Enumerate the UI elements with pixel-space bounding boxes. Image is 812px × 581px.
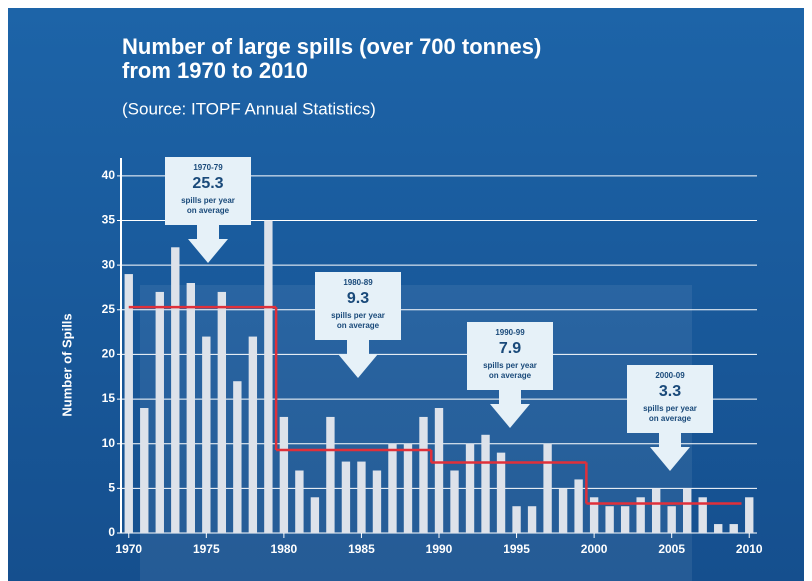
callout-arrow bbox=[338, 340, 378, 378]
bar bbox=[124, 274, 133, 533]
bar bbox=[450, 470, 459, 533]
callout-arrow bbox=[490, 390, 530, 428]
callout-text: spills per year bbox=[331, 311, 385, 320]
bar bbox=[186, 283, 195, 533]
x-tick-label: 2010 bbox=[736, 542, 763, 556]
bar bbox=[140, 408, 149, 533]
bar bbox=[543, 443, 552, 533]
y-tick-label: 20 bbox=[102, 347, 116, 361]
bar bbox=[279, 416, 289, 533]
callout-box bbox=[315, 272, 401, 340]
bar bbox=[574, 479, 583, 533]
callout-text: on average bbox=[489, 371, 532, 380]
bar bbox=[698, 497, 707, 533]
bar bbox=[558, 488, 568, 533]
callout-value: 9.3 bbox=[347, 290, 369, 307]
callout-period: 2000-09 bbox=[655, 371, 685, 380]
x-tick-label: 1970 bbox=[115, 542, 142, 556]
bar bbox=[481, 434, 490, 533]
bar bbox=[357, 461, 366, 533]
y-tick-label: 35 bbox=[102, 213, 116, 227]
chart-title: Number of large spills (over 700 tonnes) bbox=[122, 34, 541, 59]
callout-period: 1970-79 bbox=[193, 163, 223, 172]
bar bbox=[465, 443, 475, 533]
y-tick-label: 5 bbox=[108, 481, 115, 495]
callout-value: 7.9 bbox=[499, 340, 521, 357]
x-tick-label: 1975 bbox=[193, 542, 220, 556]
bar bbox=[403, 443, 413, 533]
callout-text: spills per year bbox=[181, 196, 235, 205]
chart-subtitle: (Source: ITOPF Annual Statistics) bbox=[122, 99, 376, 118]
callout-box bbox=[165, 157, 251, 225]
callout-text: on average bbox=[337, 321, 380, 330]
callout-arrow bbox=[650, 433, 690, 471]
y-tick-label: 40 bbox=[102, 168, 116, 182]
y-tick-label: 15 bbox=[102, 391, 116, 405]
bar bbox=[372, 470, 382, 533]
y-tick-label: 10 bbox=[102, 436, 116, 450]
bar bbox=[496, 452, 506, 533]
x-tick-label: 2005 bbox=[658, 542, 685, 556]
callout-text: on average bbox=[649, 414, 692, 423]
bar bbox=[434, 408, 444, 533]
x-tick-label: 2000 bbox=[581, 542, 608, 556]
bar bbox=[714, 524, 723, 533]
bar bbox=[155, 291, 164, 533]
bar bbox=[419, 416, 428, 533]
bar bbox=[589, 497, 599, 533]
x-tick-label: 1980 bbox=[271, 542, 298, 556]
callout-period: 1990-99 bbox=[495, 328, 525, 337]
bar bbox=[171, 247, 180, 534]
callout-arrow bbox=[188, 225, 228, 263]
bar bbox=[620, 506, 630, 533]
callout-box bbox=[627, 365, 713, 433]
bar bbox=[651, 488, 661, 533]
x-tick-label: 1995 bbox=[503, 542, 530, 556]
x-tick-label: 1990 bbox=[426, 542, 453, 556]
bar bbox=[326, 416, 335, 533]
y-tick-label: 30 bbox=[102, 257, 116, 271]
callout-text: on average bbox=[187, 206, 230, 215]
bar bbox=[605, 506, 614, 533]
y-axis-label: Number of Spills bbox=[59, 313, 74, 416]
bar bbox=[745, 497, 754, 533]
bar bbox=[527, 506, 537, 533]
bar bbox=[667, 506, 676, 533]
bar bbox=[295, 470, 304, 533]
y-tick-label: 0 bbox=[108, 525, 115, 539]
callout-period: 1980-89 bbox=[343, 278, 373, 287]
chart-title: from 1970 to 2010 bbox=[122, 58, 308, 83]
bar bbox=[512, 506, 521, 533]
bar bbox=[683, 488, 692, 533]
watermark bbox=[140, 285, 692, 581]
bar bbox=[217, 291, 227, 533]
bar bbox=[310, 497, 320, 533]
y-tick-label: 25 bbox=[102, 302, 116, 316]
callout-text: spills per year bbox=[483, 361, 537, 370]
bar bbox=[233, 381, 242, 533]
bar bbox=[388, 443, 397, 533]
bar bbox=[264, 220, 273, 533]
bar bbox=[729, 524, 738, 533]
callout-value: 25.3 bbox=[192, 175, 223, 192]
callout-text: spills per year bbox=[643, 404, 697, 413]
bar bbox=[248, 336, 258, 533]
callout-box bbox=[467, 322, 553, 390]
callout-value: 3.3 bbox=[659, 383, 681, 400]
bar bbox=[202, 336, 211, 533]
x-tick-label: 1985 bbox=[348, 542, 375, 556]
bar bbox=[341, 461, 351, 533]
bar bbox=[636, 497, 645, 533]
